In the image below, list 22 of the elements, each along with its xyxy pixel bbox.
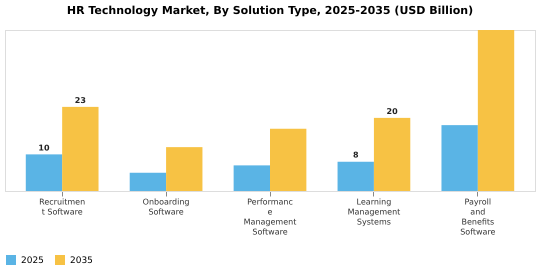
chart-title: HR Technology Market, By Solution Type, 2025-2035 (USD Billion): [66, 4, 474, 17]
x-tick-label: Performanc e Management Software: [244, 198, 296, 236]
bar: [62, 106, 99, 191]
x-tick-label: Onboarding Software: [142, 198, 190, 216]
bar: [270, 128, 306, 191]
data-label: 23: [74, 96, 86, 105]
x-tick-label: Learning Management Systems: [348, 198, 400, 226]
bar: [374, 118, 410, 191]
legend-label: 2025: [21, 256, 44, 266]
data-label: 10: [38, 143, 50, 152]
bar: [234, 165, 270, 191]
x-tick-label: Recruitmen t Software: [39, 198, 86, 216]
data-label: 20: [386, 106, 398, 116]
bar: [26, 154, 62, 191]
bar: [441, 125, 478, 191]
data-label: 8: [352, 150, 359, 160]
bar: [338, 162, 374, 191]
legend-label: 2035: [70, 256, 93, 266]
bar: [478, 30, 514, 191]
bar: [166, 147, 202, 191]
x-tick-label: Payroll and Benefits Software: [460, 198, 496, 236]
bar: [130, 172, 166, 191]
